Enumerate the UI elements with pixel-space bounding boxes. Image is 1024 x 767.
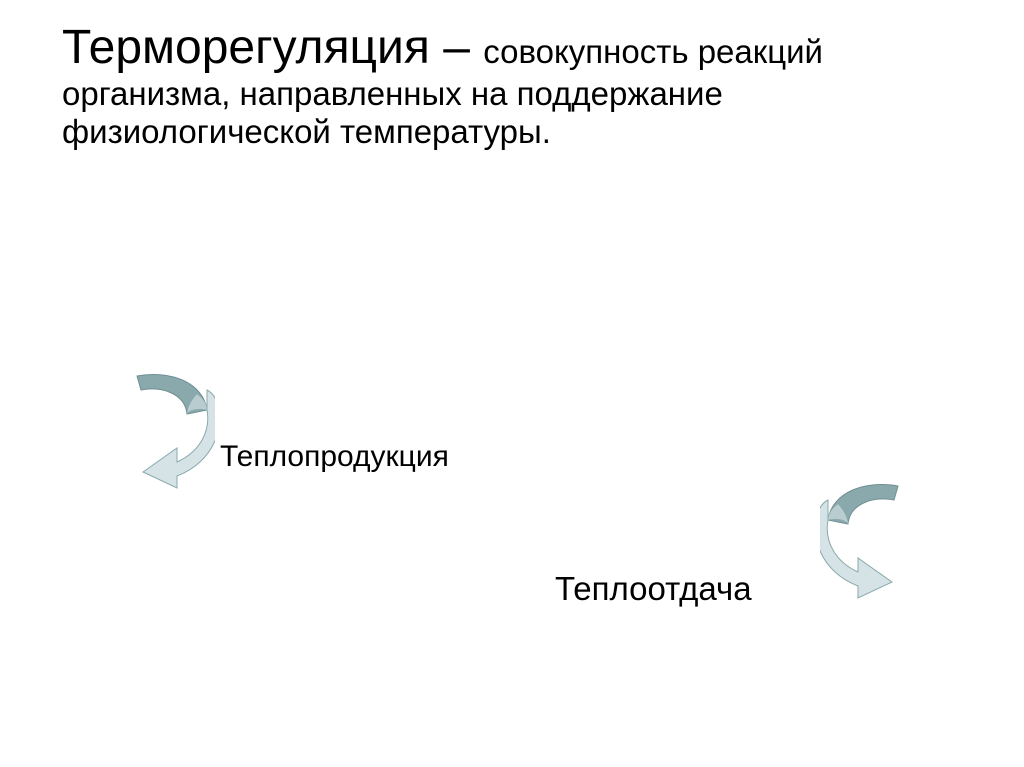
curved-arrow-icon bbox=[820, 480, 920, 600]
slide: Терморегуляция – совокупность реакций ор… bbox=[0, 0, 1024, 767]
title-term: Терморегуляция bbox=[62, 21, 430, 74]
heat-production-label: Теплопродукция bbox=[220, 440, 449, 474]
title-block: Терморегуляция – совокупность реакций ор… bbox=[62, 20, 962, 151]
title-dash: – bbox=[430, 21, 483, 74]
curved-arrow-icon bbox=[115, 370, 215, 490]
heat-loss-label: Теплоотдача bbox=[555, 570, 752, 608]
